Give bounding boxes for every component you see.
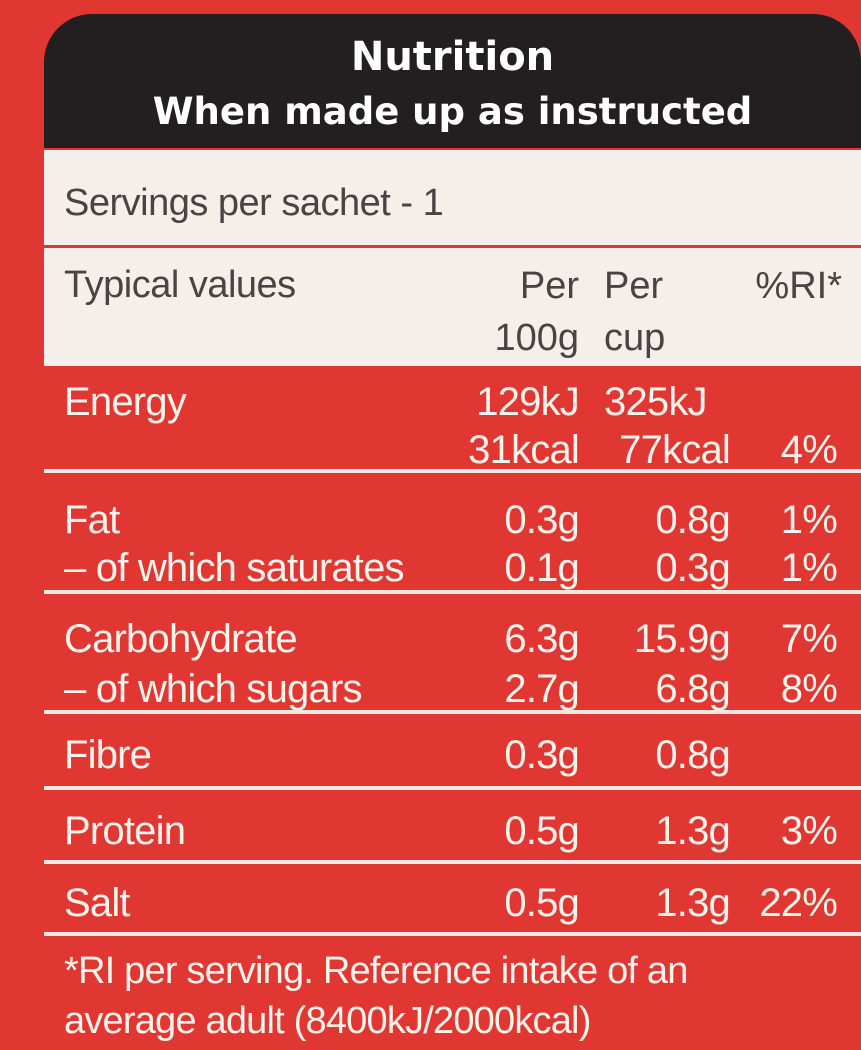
column-header-band: Typical values Per 100g Per cup %RI* <box>44 248 861 366</box>
footnote-line1: *RI per serving. Reference intake of an <box>64 950 688 992</box>
carbohydrate-ri: 7% <box>780 617 838 661</box>
energy-name: Energy <box>64 380 187 424</box>
protein-ri: 3% <box>780 809 838 853</box>
energy-percup-kj: 325kJ <box>604 380 708 424</box>
salt-per100: 0.5g <box>504 881 579 925</box>
protein-percup: 1.3g <box>655 809 730 853</box>
row-divider <box>44 710 861 714</box>
row-divider <box>44 860 861 864</box>
protein-name: Protein <box>64 809 186 853</box>
servings-text: Servings per sachet - 1 <box>64 182 444 224</box>
sugars-per100: 2.7g <box>504 667 579 711</box>
salt-ri: 22% <box>759 881 837 925</box>
carbohydrate-row: Carbohydrate 6.3g 15.9g 7% – of which su… <box>44 596 861 714</box>
salt-name: Salt <box>64 881 131 925</box>
fibre-percup: 0.8g <box>655 733 730 777</box>
saturates-ri: 1% <box>780 546 838 590</box>
row-divider <box>44 469 861 473</box>
row-divider <box>44 590 861 594</box>
servings-band: Servings per sachet - 1 <box>44 150 861 245</box>
salt-row: Salt 0.5g 1.3g 22% <box>44 866 861 936</box>
energy-row: Energy 129kJ 325kJ 31kcal 77kcal 4% <box>44 367 861 475</box>
fibre-per100: 0.3g <box>504 733 579 777</box>
fat-row: Fat 0.3g 0.8g 1% – of which saturates 0.… <box>44 477 861 590</box>
fibre-row: Fibre 0.3g 0.8g <box>44 716 861 788</box>
energy-ri: 4% <box>780 428 838 472</box>
nutrition-title: Nutrition <box>350 34 555 80</box>
row-divider <box>44 932 861 936</box>
fat-percup: 0.8g <box>655 498 730 542</box>
salt-percup: 1.3g <box>655 881 730 925</box>
carbohydrate-per100: 6.3g <box>504 617 579 661</box>
typical-values-label: Typical values <box>64 264 296 306</box>
nutrition-panel: Nutrition When made up as instructed Ser… <box>44 14 861 1050</box>
carbohydrate-name: Carbohydrate <box>64 617 298 661</box>
saturates-per100: 0.1g <box>504 546 579 590</box>
sugars-ri: 8% <box>780 667 838 711</box>
ri-header: %RI* <box>724 260 842 312</box>
fat-name: Fat <box>64 498 120 542</box>
saturates-name: – of which saturates <box>64 546 405 590</box>
carbohydrate-percup: 15.9g <box>633 617 731 661</box>
per-100g-header-line1: Per <box>519 265 579 307</box>
fat-per100: 0.3g <box>504 498 579 542</box>
protein-row: Protein 0.5g 1.3g 3% <box>44 792 861 862</box>
sugars-percup: 6.8g <box>655 667 730 711</box>
protein-per100: 0.5g <box>504 809 579 853</box>
ri-footnote: *RI per serving. Reference intake of an … <box>64 946 854 1046</box>
fat-ri: 1% <box>780 498 838 542</box>
energy-per100-kcal: 31kcal <box>468 428 580 472</box>
row-divider <box>44 786 861 790</box>
energy-per100-kj: 129kJ <box>476 380 580 424</box>
sugars-name: – of which sugars <box>64 667 362 711</box>
per-cup-header: Per cup <box>604 260 720 364</box>
fibre-name: Fibre <box>64 733 152 777</box>
saturates-percup: 0.3g <box>655 546 730 590</box>
nutrition-subtitle: When made up as instructed <box>152 90 753 133</box>
nutrition-header: Nutrition When made up as instructed <box>44 14 861 148</box>
per-cup-header-line2: cup <box>604 317 666 359</box>
ri-header-text: %RI* <box>755 265 842 307</box>
per-100g-header: Per 100g <box>459 260 579 364</box>
energy-percup-kcal: 77kcal <box>619 428 731 472</box>
per-100g-header-line2: 100g <box>494 317 579 359</box>
per-cup-header-line1: Per <box>604 265 664 307</box>
footnote-line2: average adult (8400kJ/2000kcal) <box>64 1000 591 1042</box>
